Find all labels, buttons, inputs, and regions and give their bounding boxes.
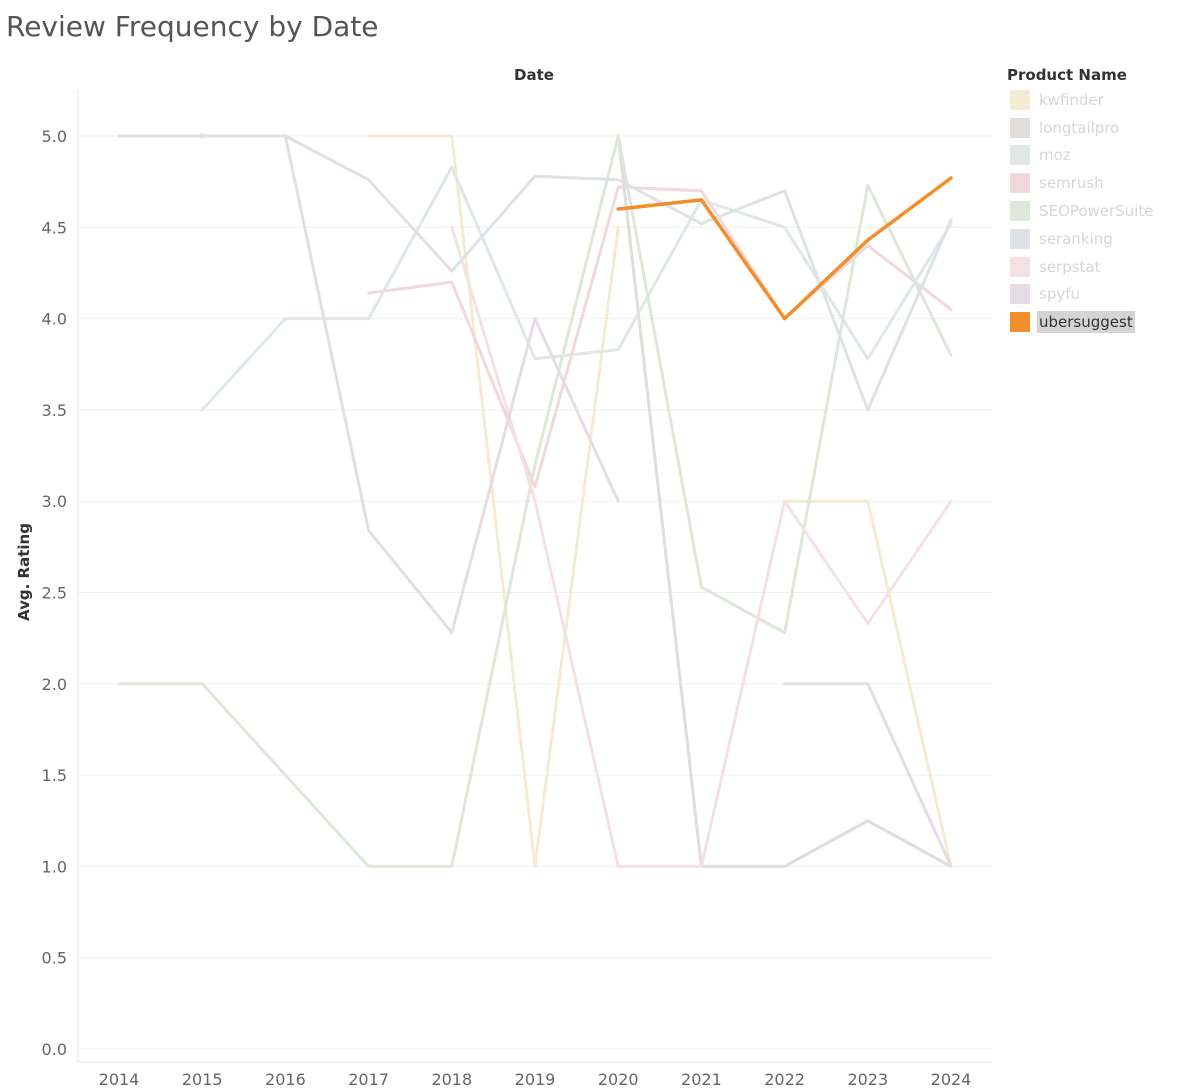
y-tick-label: 4.5 — [42, 218, 67, 237]
series-segment — [450, 225, 953, 868]
legend-items: kwfinder longtailpro moz semrush SEOPowerSui… — [1007, 86, 1197, 336]
legend-label: kwfinder — [1039, 90, 1104, 109]
legend-label: ubersuggest — [1037, 311, 1135, 334]
x-tick-label: 2022 — [764, 1070, 805, 1089]
series-seranking-line[interactable] — [117, 134, 953, 412]
legend-title: Product Name — [1007, 66, 1127, 84]
legend-label: SEOPowerSuite — [1039, 202, 1154, 221]
series-segment — [117, 134, 620, 635]
series-moz-line[interactable] — [200, 165, 953, 412]
x-tick-label: 2018 — [431, 1070, 472, 1089]
legend-swatch — [1010, 173, 1030, 194]
legend-swatch — [1010, 201, 1030, 222]
series-segment — [367, 185, 953, 489]
legend-item-semrush[interactable]: semrush — [1007, 169, 1197, 197]
legend-item-longtailpro[interactable]: longtailpro — [1007, 114, 1197, 142]
series-segment — [783, 682, 953, 868]
legend-label: serpstat — [1039, 257, 1101, 276]
y-tick-label: 3.5 — [42, 401, 67, 420]
series-seopowersuite-line[interactable] — [117, 134, 953, 868]
y-axis-title: Avg. Rating — [15, 523, 33, 621]
y-tick-label: 0.0 — [42, 1040, 67, 1059]
series-ubersuggest-line[interactable] — [616, 176, 953, 321]
y-tick-label: 0.5 — [42, 949, 67, 968]
x-tick-label: 2024 — [931, 1070, 972, 1089]
line-chart: 0.0 0.5 1.0 1.5 2.0 2.5 3.0 3.5 4.0 4.5 5.0 2014 201… — [15, 66, 992, 1089]
x-tick-label: 2020 — [598, 1070, 639, 1089]
legend-label: longtailpro — [1039, 118, 1120, 137]
series-segment — [616, 176, 953, 321]
y-tick-label: 2.0 — [42, 675, 67, 694]
legend-swatch — [1010, 312, 1030, 333]
x-tick-label: 2014 — [99, 1070, 140, 1089]
legend-label: moz — [1039, 146, 1071, 165]
legend-item-kwfinder[interactable]: kwfinder — [1007, 86, 1197, 114]
y-tick-label: 2.5 — [42, 584, 67, 603]
legend-swatch — [1010, 117, 1030, 138]
legend-swatch — [1010, 228, 1030, 249]
series-segment — [117, 134, 953, 412]
legend-swatch — [1010, 256, 1030, 277]
y-tick-label: 4.0 — [42, 310, 67, 329]
y-tick-label: 1.0 — [42, 857, 67, 876]
series-segment — [616, 134, 953, 868]
legend-swatch — [1010, 284, 1030, 305]
legend-label: semrush — [1039, 174, 1104, 193]
legend-item-seopowersuite[interactable]: SEOPowerSuite — [1007, 197, 1197, 225]
legend: Product Name kwfinder longtailpro moz semru… — [1007, 64, 1197, 336]
x-tick-label: 2021 — [681, 1070, 722, 1089]
legend-item-ubersuggest[interactable]: ubersuggest — [1007, 308, 1197, 336]
legend-label: seranking — [1039, 229, 1113, 248]
legend-swatch — [1010, 89, 1030, 110]
legend-item-seranking[interactable]: seranking — [1007, 225, 1197, 253]
series-segment — [367, 134, 620, 868]
y-tick-label: 5.0 — [42, 127, 67, 146]
series-serpstat-line[interactable] — [450, 225, 953, 868]
y-tick-label: 3.0 — [42, 492, 67, 511]
legend-item-serpstat[interactable]: serpstat — [1007, 253, 1197, 281]
x-tick-label: 2023 — [847, 1070, 888, 1089]
legend-item-spyfu[interactable]: spyfu — [1007, 281, 1197, 309]
x-tick-label: 2017 — [348, 1070, 389, 1089]
series-segment — [200, 165, 953, 412]
x-tick-label: 2019 — [515, 1070, 556, 1089]
chart-title: Review Frequency by Date — [6, 10, 379, 43]
x-tick-label: 2016 — [265, 1070, 306, 1089]
legend-label: spyfu — [1039, 285, 1081, 304]
series-longtailpro-line[interactable] — [616, 134, 953, 868]
y-tick-label: 1.5 — [42, 766, 67, 785]
legend-item-moz[interactable]: moz — [1007, 142, 1197, 170]
x-tick-label: 2015 — [182, 1070, 223, 1089]
series-kwfinder-line[interactable] — [367, 134, 953, 868]
x-axis-title: Date — [514, 66, 554, 84]
series-segment — [117, 134, 953, 868]
series-spyfu-line[interactable] — [117, 134, 953, 868]
series-segment — [783, 499, 953, 868]
legend-swatch — [1010, 145, 1030, 166]
